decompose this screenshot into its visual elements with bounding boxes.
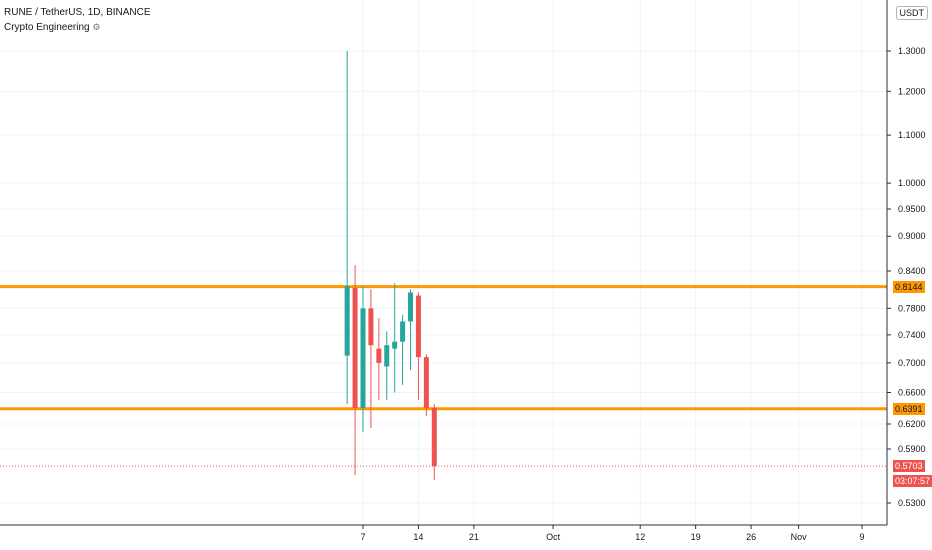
price-tick-label: 0.6600 — [898, 387, 926, 397]
price-tick-label: 0.7800 — [898, 303, 926, 313]
time-tick-label: 21 — [469, 532, 479, 542]
time-tick-label: Oct — [546, 532, 561, 542]
candle — [360, 286, 366, 433]
support-price-tag: 0.6391 — [893, 402, 925, 415]
settings-icon[interactable]: ⚙ — [92, 22, 101, 32]
indicator-name: Crypto Engineering — [4, 22, 90, 33]
candle-body — [423, 357, 429, 408]
candle — [400, 314, 406, 385]
indicator-label[interactable]: Crypto Engineering ⚙ — [4, 22, 100, 33]
candle — [431, 404, 437, 480]
price-tick-label: 0.8400 — [898, 266, 926, 276]
price-tick-label: 0.9500 — [898, 204, 926, 214]
symbol-title[interactable]: RUNE / TetherUS, 1D, BINANCE — [4, 7, 151, 18]
candle-body — [431, 407, 437, 467]
candle — [352, 265, 358, 476]
candle — [344, 50, 350, 405]
candle-body — [376, 348, 382, 363]
price-tick-label: 0.6200 — [898, 419, 926, 429]
candle-body — [384, 345, 390, 367]
price-tick-label: 0.7400 — [898, 330, 926, 340]
candle — [423, 354, 429, 416]
candle-body — [408, 292, 414, 322]
last-price-tag: 0.5703 — [893, 460, 925, 473]
candle — [384, 331, 390, 401]
candle — [408, 289, 414, 371]
price-tick-label: 1.0000 — [898, 178, 926, 188]
candle-body — [368, 308, 374, 346]
candle-body — [352, 288, 358, 408]
candle — [368, 289, 374, 429]
time-tick-label: 12 — [635, 532, 645, 542]
price-tick-label: 1.3000 — [898, 46, 926, 56]
price-tick-label: 0.7000 — [898, 358, 926, 368]
price-axis: 1.3000 1.2000 1.1000 1.0000 0.9500 0.9000 0.84… — [887, 46, 926, 508]
time-axis: 7 14 21 Oct 12 19 26 Nov 9 — [360, 525, 864, 542]
price-tick-label: 0.5900 — [898, 444, 926, 454]
candle-body — [400, 321, 406, 342]
chart-grid — [0, 0, 887, 525]
time-tick-label: 19 — [691, 532, 701, 542]
time-tick-label: Nov — [791, 532, 808, 542]
price-tick-label: 0.9000 — [898, 231, 926, 241]
bar-countdown-tag: 03:07:57 — [893, 475, 932, 488]
time-tick-label: 14 — [413, 532, 423, 542]
price-tick-label: 0.5300 — [898, 498, 926, 508]
candle — [392, 283, 398, 393]
price-tick-label: 1.2000 — [898, 86, 926, 96]
resistance-price-tag: 0.8144 — [893, 280, 925, 293]
candlestick-series — [344, 50, 437, 480]
horizontal-levels — [0, 285, 887, 467]
candle-body — [392, 341, 398, 349]
candle-body — [344, 286, 350, 356]
candle-body — [360, 308, 366, 408]
price-tick-label: 1.1000 — [898, 130, 926, 140]
currency-badge[interactable]: USDT — [895, 6, 928, 20]
time-tick-label: 9 — [859, 532, 864, 542]
candle — [376, 318, 382, 401]
candle — [415, 292, 421, 401]
time-tick-label: 26 — [746, 532, 756, 542]
time-tick-label: 7 — [360, 532, 365, 542]
candle-body — [415, 295, 421, 358]
